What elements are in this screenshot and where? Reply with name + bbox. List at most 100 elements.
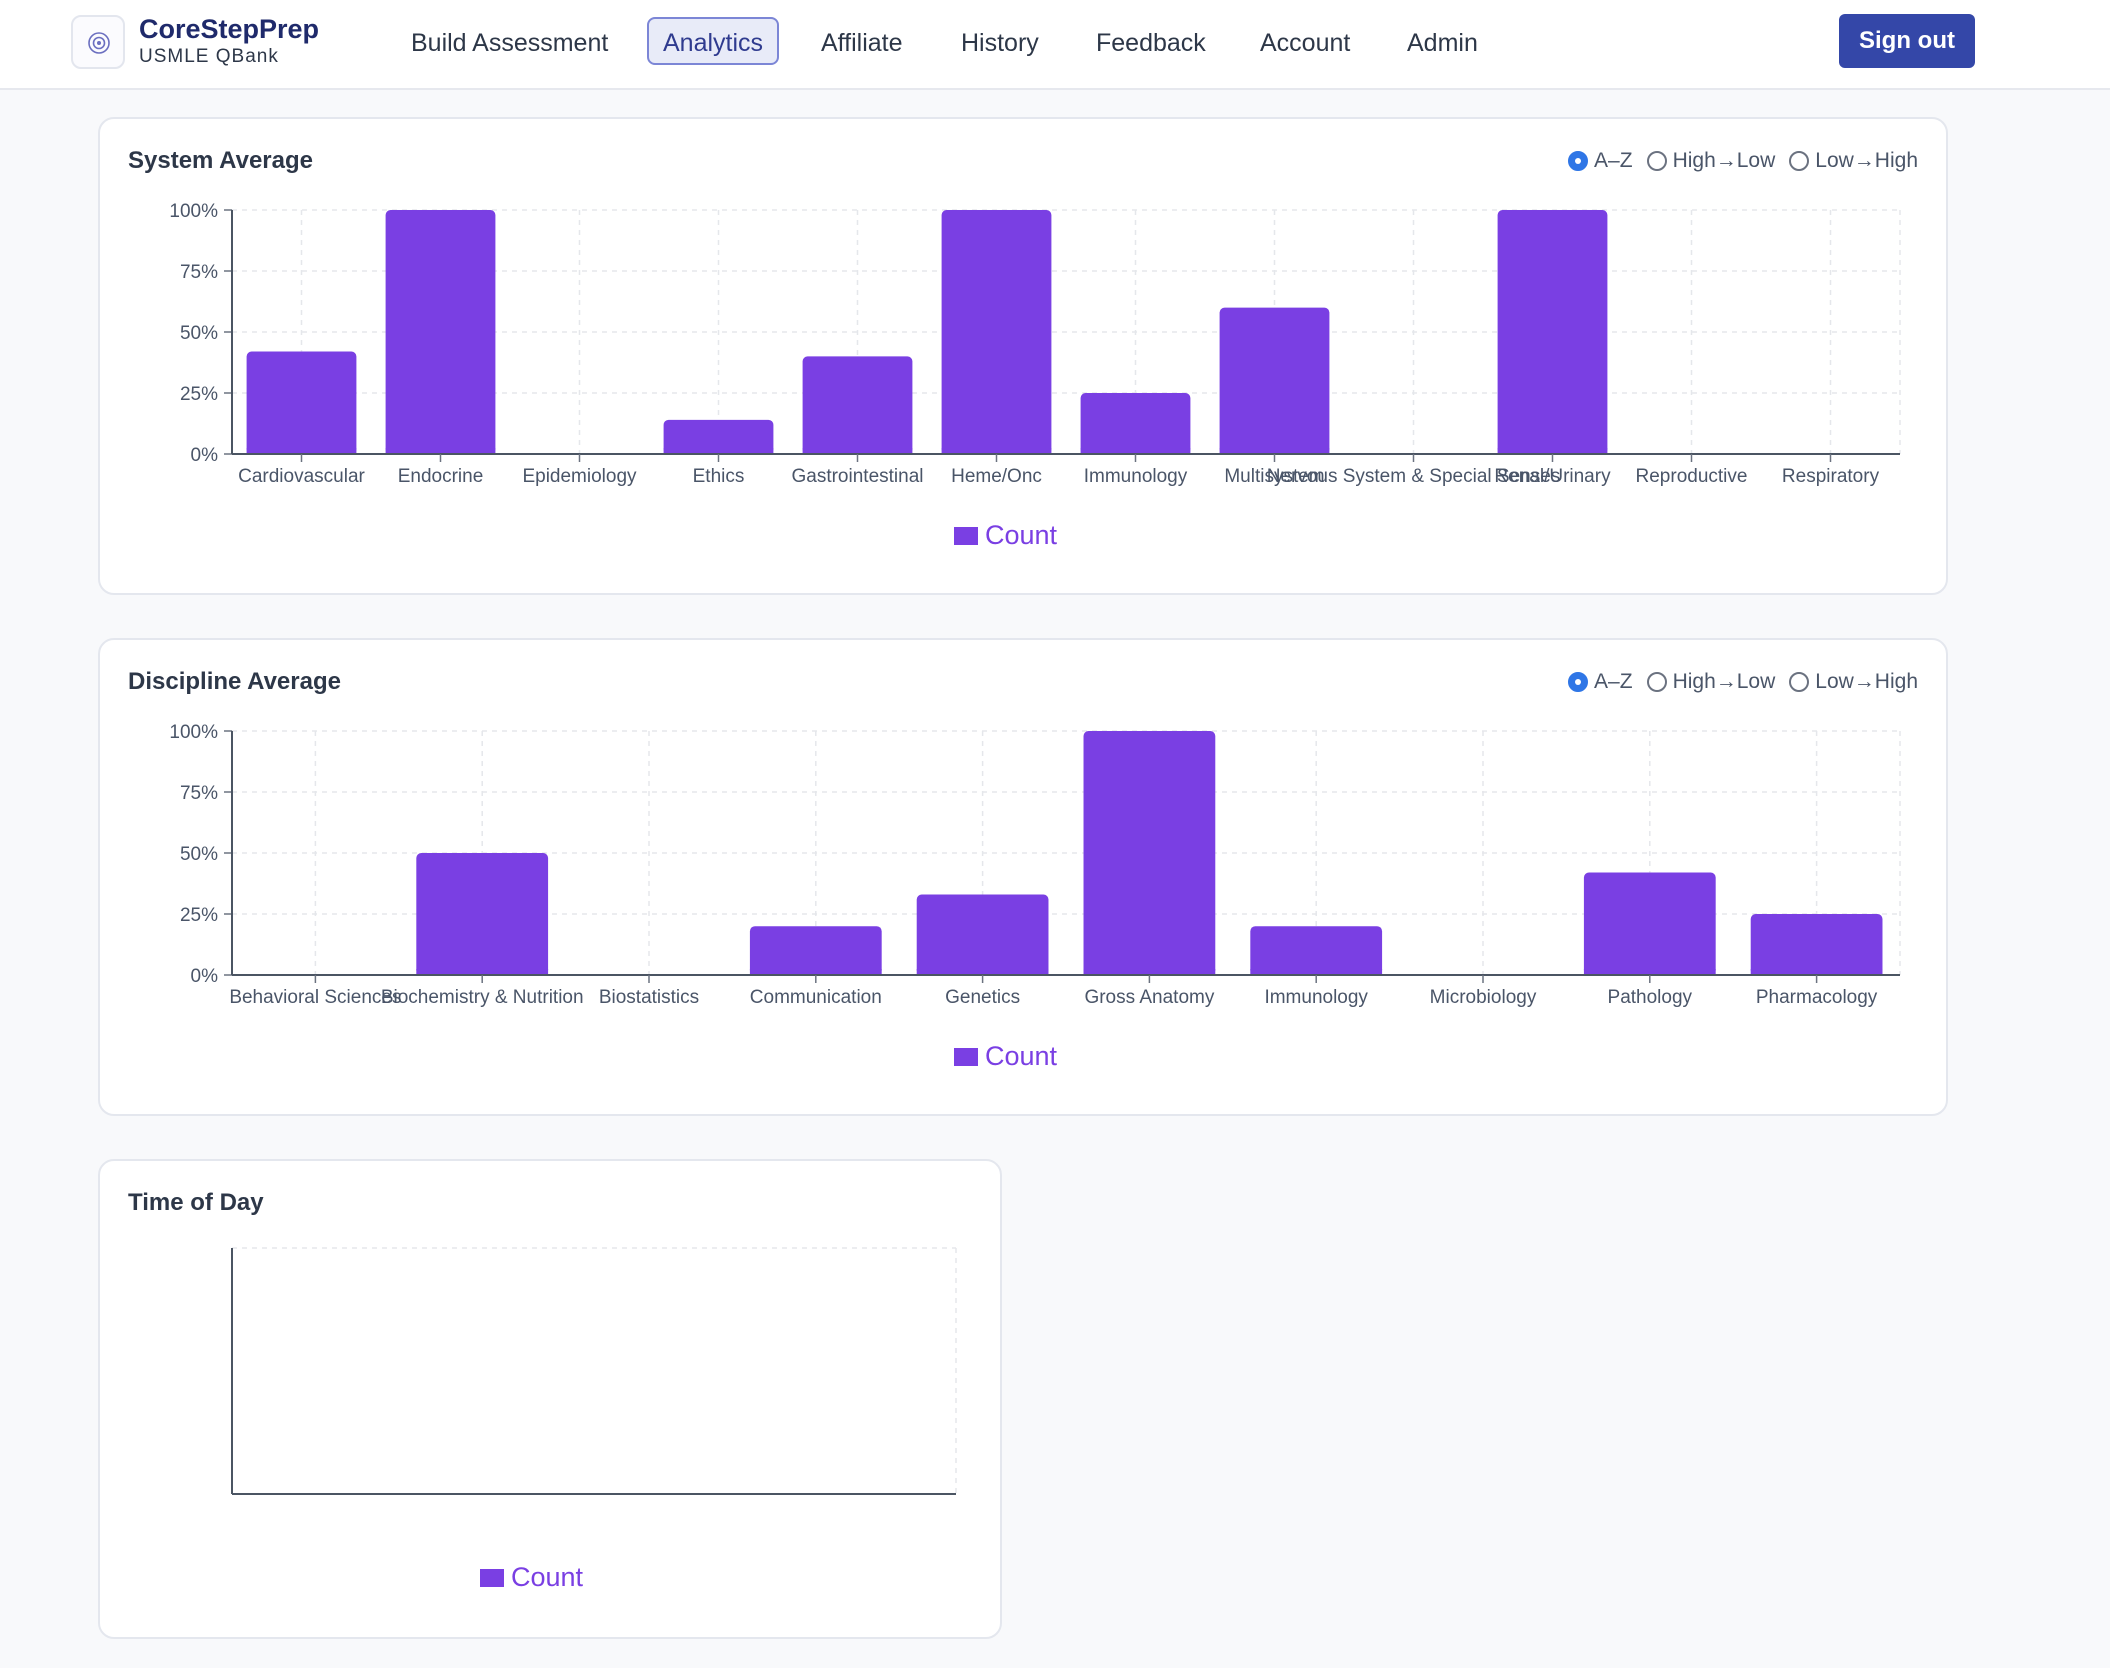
- bar: [416, 853, 549, 975]
- x-tick-label: Gross Anatomy: [1084, 987, 1214, 1008]
- top-header: CoreStepPrep USMLE QBank Build Assessmen…: [0, 0, 2110, 90]
- sort-low-high-option[interactable]: Low→High: [1789, 670, 1918, 694]
- nav-affiliate[interactable]: Affiliate: [821, 29, 903, 57]
- y-tick-label: 100%: [169, 201, 218, 222]
- bar: [1250, 926, 1383, 975]
- x-tick-label: Immunology: [1264, 987, 1368, 1008]
- bar: [1497, 210, 1608, 454]
- bar: [1583, 872, 1716, 975]
- sort-label: A–Z: [1594, 149, 1633, 172]
- sort-label: Low→High: [1815, 149, 1918, 172]
- radio-checked[interactable]: [1568, 151, 1589, 171]
- legend-label: Count: [985, 1041, 1058, 1071]
- discipline-legend[interactable]: Count: [954, 1041, 1057, 1072]
- x-tick-label: Communication: [750, 987, 882, 1008]
- x-tick-label: Biochemistry & Nutrition: [381, 987, 584, 1008]
- bar-base: [941, 448, 1052, 454]
- bar: [802, 356, 913, 454]
- nav-history[interactable]: History: [961, 29, 1039, 57]
- radio-unchecked[interactable]: [1646, 672, 1667, 692]
- x-tick-label: Nervous System & Special Senses: [1267, 466, 1561, 487]
- sort-label: Low→High: [1815, 670, 1918, 693]
- y-tick-label: 50%: [180, 323, 218, 344]
- bar-base: [916, 969, 1049, 975]
- bar: [246, 351, 357, 454]
- legend-label: Count: [511, 1562, 584, 1592]
- time-of-day-card: Time of Day Count: [98, 1159, 1002, 1639]
- bar-base: [1080, 448, 1191, 454]
- radio-checked[interactable]: [1568, 672, 1589, 692]
- y-tick-label: 50%: [180, 844, 218, 865]
- bar-base: [749, 969, 882, 975]
- x-tick-label: Pathology: [1608, 987, 1693, 1008]
- bar: [916, 894, 1049, 975]
- bar-base: [385, 448, 496, 454]
- legend-swatch: [954, 1047, 978, 1066]
- logo[interactable]: [71, 15, 125, 69]
- brand-subtitle: USMLE QBank: [139, 46, 279, 67]
- nav-account[interactable]: Account: [1260, 29, 1351, 57]
- x-tick-label: Biostatistics: [599, 987, 699, 1008]
- system-average-card: System Average A–Z High→Low Low→High 0% 2…: [98, 117, 1948, 595]
- sort-high-low-option[interactable]: High→Low: [1646, 149, 1775, 173]
- x-tick-label: Genetics: [945, 987, 1020, 1008]
- y-tick-label: 75%: [180, 783, 218, 804]
- bar-base: [1250, 969, 1383, 975]
- bar: [749, 926, 882, 975]
- sort-a-z-option[interactable]: A–Z: [1568, 670, 1633, 694]
- bar-base: [1083, 969, 1216, 975]
- discipline-average-title: Discipline Average: [128, 668, 341, 695]
- bar: [1080, 393, 1191, 454]
- x-tick-label: Heme/Onc: [951, 466, 1042, 487]
- discipline-average-chart: 0% 25% 50% 75% 100% Behavioral SciencesBioche…: [169, 722, 1901, 1008]
- nav-build-assessment[interactable]: Build Assessment: [411, 29, 609, 57]
- sign-out-button[interactable]: Sign out: [1839, 14, 1975, 68]
- radio-unchecked[interactable]: [1789, 151, 1810, 171]
- x-tick-label: Behavioral Sciences: [229, 987, 401, 1008]
- x-tick-label: Reproductive: [1636, 466, 1748, 487]
- bar-base: [416, 969, 549, 975]
- x-tick-label: Multisystem: [1224, 466, 1324, 487]
- bar: [1083, 731, 1216, 975]
- system-sort-options: A–Z High→Low Low→High: [1568, 149, 1918, 173]
- target-icon: [88, 32, 110, 54]
- y-tick-label: 25%: [180, 905, 218, 926]
- radio-unchecked[interactable]: [1789, 672, 1810, 692]
- y-tick-label: 75%: [180, 262, 218, 283]
- bar-base: [1750, 969, 1883, 975]
- x-tick-label: Microbiology: [1430, 987, 1537, 1008]
- bar: [941, 210, 1052, 454]
- sort-high-low-option[interactable]: High→Low: [1646, 670, 1775, 694]
- x-tick-label: Renal/Urinary: [1494, 466, 1611, 487]
- bar-base: [802, 448, 913, 454]
- x-tick-label: Immunology: [1084, 466, 1188, 487]
- bar: [1219, 307, 1330, 454]
- legend-swatch: [954, 526, 978, 545]
- nav-analytics[interactable]: Analytics: [647, 17, 780, 65]
- bar-base: [1583, 969, 1716, 975]
- bar-base: [1219, 448, 1330, 454]
- bar-base: [663, 448, 774, 454]
- system-legend[interactable]: Count: [954, 520, 1057, 551]
- x-tick-label: Cardiovascular: [238, 466, 365, 487]
- radio-unchecked[interactable]: [1646, 151, 1667, 171]
- legend-swatch: [480, 1568, 504, 1587]
- time-of-day-chart: [231, 1247, 957, 1495]
- nav-admin[interactable]: Admin: [1407, 29, 1478, 57]
- bar-base: [1497, 448, 1608, 454]
- nav-feedback[interactable]: Feedback: [1096, 29, 1206, 57]
- sort-label: A–Z: [1594, 670, 1633, 693]
- x-tick-label: Respiratory: [1782, 466, 1880, 487]
- sort-low-high-option[interactable]: Low→High: [1789, 149, 1918, 173]
- x-tick-label: Epidemiology: [522, 466, 637, 487]
- x-tick-label: Endocrine: [398, 466, 484, 487]
- bar-base: [246, 448, 357, 454]
- y-tick-label: 0%: [191, 445, 219, 466]
- sort-a-z-option[interactable]: A–Z: [1568, 149, 1633, 173]
- bar: [385, 210, 496, 454]
- y-tick-label: 0%: [191, 966, 219, 987]
- x-tick-label: Pharmacology: [1756, 987, 1878, 1008]
- y-tick-label: 100%: [169, 722, 218, 743]
- time-legend[interactable]: Count: [480, 1562, 583, 1593]
- system-average-chart: 0% 25% 50% 75% 100% Cardiovascular Endocrine Ep…: [169, 201, 1901, 487]
